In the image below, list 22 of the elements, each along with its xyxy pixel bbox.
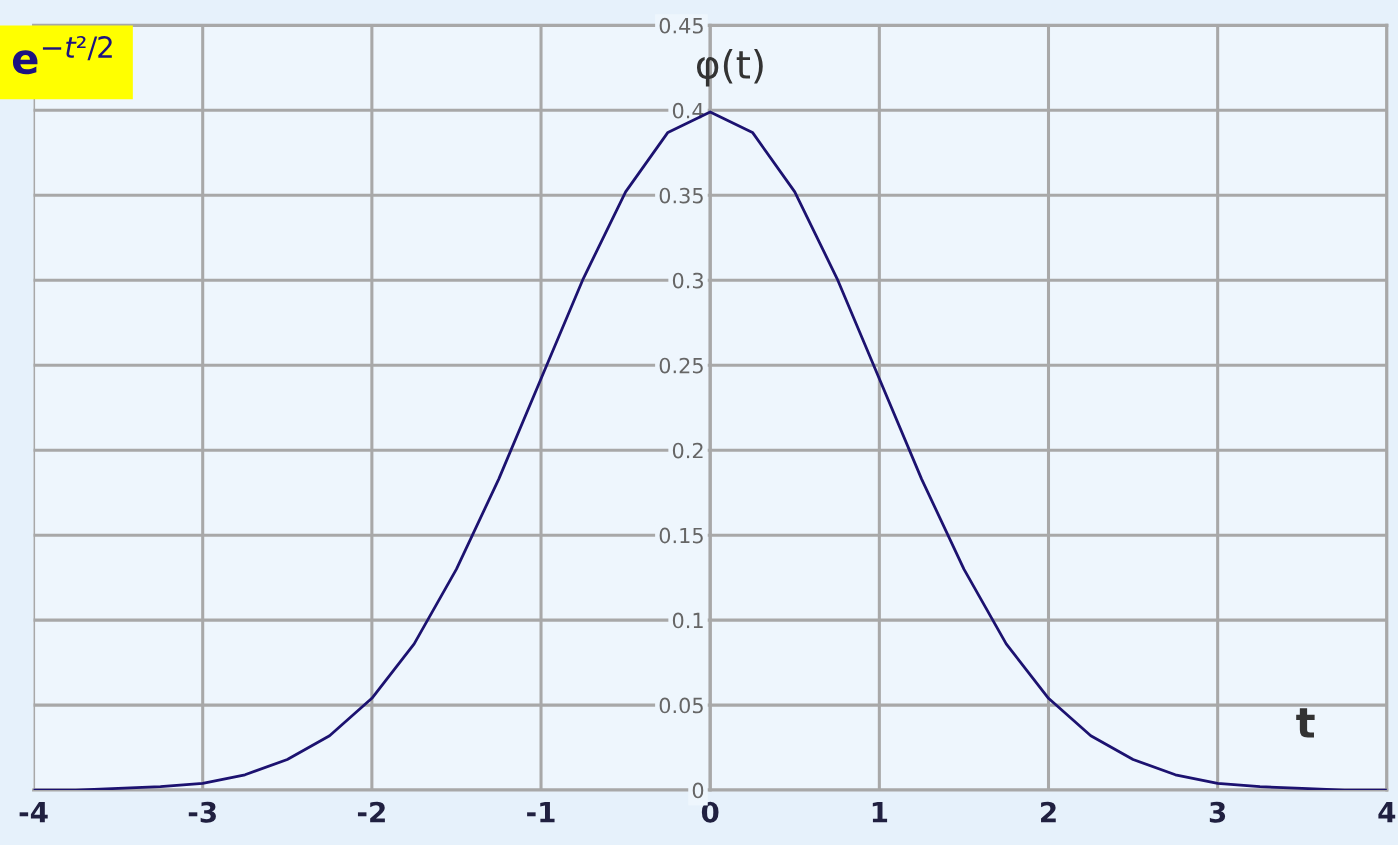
y-axis-title: φ(t)	[696, 48, 763, 87]
x-tick-label: -4	[19, 802, 48, 823]
x-tick-label: 2	[1041, 801, 1056, 823]
y-tick-label: 0.3	[672, 272, 703, 289]
y-tick-label: 0.4	[672, 102, 704, 119]
x-tick-label: -3	[188, 801, 216, 823]
y-tick-label: 0.2	[672, 442, 703, 459]
x-tick-label: -2	[357, 801, 385, 823]
y-tick-label: 0.05	[659, 697, 703, 714]
y-tick-label: 0.25	[659, 357, 703, 374]
x-tick-label: -1	[527, 802, 555, 823]
y-tick-label: 0.35	[659, 187, 703, 204]
x-tick-label: 3	[1209, 801, 1226, 823]
x-tick-label: 4	[1378, 802, 1396, 823]
x-tick-label: 1	[872, 802, 888, 823]
y-tick-label: 0.15	[659, 527, 703, 544]
y-tick-label: 0.45	[659, 17, 703, 34]
x-tick-label: 0	[701, 801, 719, 823]
annotation: e$^{−t²/2}$	[12, 35, 112, 75]
y-tick-label: 0.1	[672, 612, 703, 629]
y-tick-label: 0	[692, 782, 704, 799]
x-axis-title: t	[1296, 708, 1315, 738]
